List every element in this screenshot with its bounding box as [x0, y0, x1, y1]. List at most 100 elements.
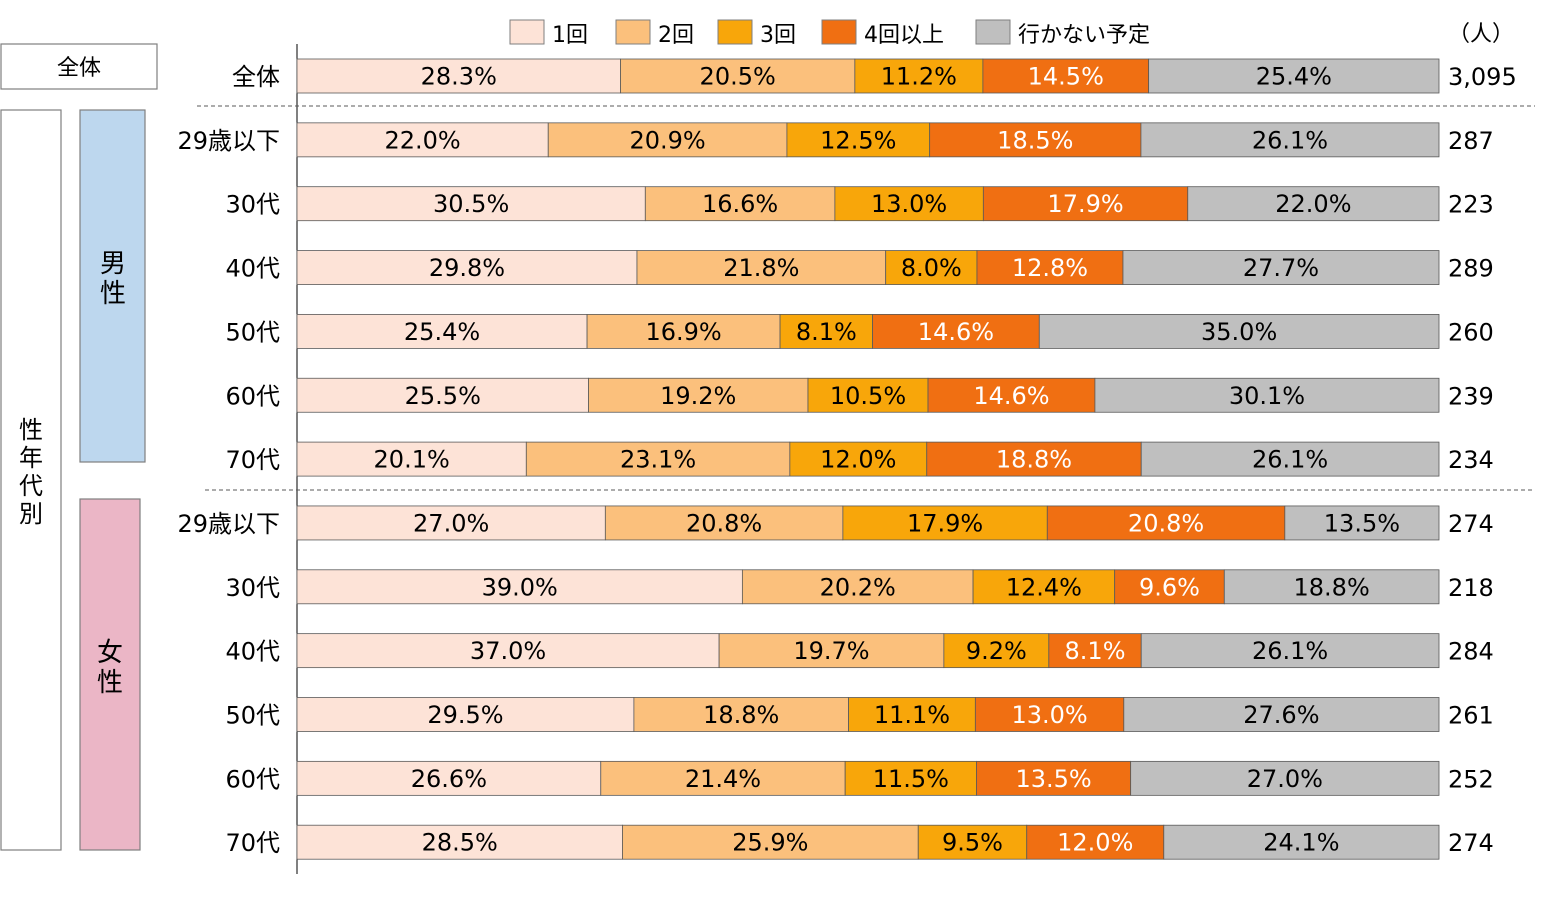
- bar-segment: [779, 313, 873, 349]
- legend-swatch-4: [821, 19, 857, 45]
- bar-segment: [1140, 633, 1440, 669]
- data-label: 23.1%: [620, 446, 696, 474]
- bar-segment: [636, 250, 887, 285]
- data-label: 35.0%: [1201, 318, 1277, 346]
- data-label: 26.1%: [1252, 637, 1328, 665]
- bar-row: 50代 25.4% 16.9% 8.1% 14.6% 35.0% 260: [225, 313, 1494, 349]
- data-label: 9.6%: [1139, 573, 1200, 601]
- bar-segment: [1123, 697, 1440, 732]
- seg-label-char: 代: [19, 472, 43, 500]
- category-label: 40代: [225, 638, 280, 666]
- data-label: 18.8%: [703, 701, 779, 729]
- male-label-char: 性: [100, 279, 126, 309]
- category-label: 全体: [232, 63, 280, 91]
- bar-segment: [1284, 505, 1440, 541]
- bar-segment: [842, 505, 1048, 541]
- data-label: 14.6%: [973, 382, 1049, 410]
- category-label: 50代: [225, 702, 280, 730]
- bar-segment: [296, 441, 527, 477]
- group-box-male: [79, 109, 146, 463]
- male-label-char: 男: [100, 249, 126, 279]
- group-box-female: [79, 498, 141, 851]
- sample-size-label: 223: [1448, 191, 1494, 219]
- seg-label-char: 年: [19, 444, 43, 472]
- bar-segment: [943, 633, 1050, 669]
- bar-segment: [296, 250, 638, 285]
- category-label: 70代: [225, 446, 280, 474]
- legend-label-5: 行かない予定: [1018, 23, 1150, 48]
- data-label: 11.1%: [874, 701, 950, 729]
- bar-segment: [296, 313, 588, 349]
- category-label: 40代: [225, 255, 280, 283]
- data-label: 29.8%: [429, 254, 505, 282]
- data-label: 20.1%: [374, 446, 450, 474]
- bar-segment: [620, 58, 856, 94]
- data-label: 8.1%: [796, 318, 857, 346]
- sample-size-label: 239: [1448, 382, 1494, 410]
- bar-segment: [885, 250, 978, 285]
- category-label: 70代: [225, 829, 280, 857]
- bar-segment: [741, 569, 974, 605]
- data-label: 27.0%: [1247, 765, 1323, 793]
- data-label: 14.6%: [918, 318, 994, 346]
- data-label: 29.5%: [427, 701, 503, 729]
- data-label: 12.4%: [1006, 573, 1082, 601]
- bar-segment: [982, 186, 1189, 222]
- legend-swatch-2: [615, 19, 651, 45]
- bar-segment: [296, 58, 621, 94]
- data-label: 9.2%: [966, 637, 1027, 665]
- data-label: 16.9%: [645, 318, 721, 346]
- category-label: 50代: [225, 318, 280, 346]
- group-box-segment: [0, 109, 62, 851]
- bar-segment: [1140, 122, 1440, 158]
- legend-swatch-3: [717, 19, 753, 45]
- legend-swatch-1: [509, 19, 545, 45]
- data-label: 8.0%: [901, 254, 962, 282]
- data-label: 20.9%: [629, 126, 705, 154]
- data-label: 11.2%: [881, 63, 957, 91]
- bar-segment: [296, 505, 606, 541]
- bar-segment: [1140, 441, 1440, 477]
- data-label: 27.7%: [1243, 254, 1319, 282]
- group-label-segment: 性年代別: [19, 416, 43, 528]
- data-label: 28.5%: [422, 829, 498, 857]
- bar-segment: [1048, 633, 1142, 669]
- bar-segment: [786, 122, 931, 158]
- bar-segment: [807, 377, 929, 413]
- bar-segment: [586, 313, 781, 349]
- sample-size-label: 252: [1448, 765, 1494, 793]
- bar-segment: [718, 633, 945, 669]
- bar-segment: [848, 697, 976, 732]
- bar-segment: [1148, 58, 1440, 94]
- bar-segment: [1163, 824, 1440, 860]
- bar-segment: [844, 760, 977, 796]
- group-label-female: 女性: [97, 638, 123, 698]
- group-box-all: [0, 43, 158, 90]
- bar-segment: [1130, 760, 1440, 796]
- sample-size-label: 284: [1448, 638, 1494, 666]
- bar-segment: [926, 441, 1142, 477]
- sample-size-label: 234: [1448, 446, 1494, 474]
- data-label: 8.1%: [1065, 637, 1126, 665]
- group-label-male: 男性: [100, 249, 126, 309]
- data-label: 22.0%: [384, 126, 460, 154]
- sample-size-label: 287: [1448, 127, 1494, 155]
- data-label: 12.0%: [1057, 829, 1133, 857]
- bar-row: 40代 37.0% 19.7% 9.2% 8.1% 26.1% 284: [225, 633, 1494, 669]
- sample-size-label: 3,095: [1448, 63, 1517, 91]
- bar-segment: [296, 186, 646, 222]
- bar-row: 50代 29.5% 18.8% 11.1% 13.0% 27.6% 261: [225, 697, 1494, 732]
- bar-row: 30代 30.5% 16.6% 13.0% 17.9% 22.0% 223: [225, 186, 1494, 222]
- bar-segment: [296, 569, 743, 605]
- bar-segment: [1187, 186, 1440, 222]
- bar-segment: [296, 697, 635, 732]
- data-label: 20.2%: [820, 573, 896, 601]
- data-label: 11.5%: [873, 765, 949, 793]
- legend-swatch-5: [975, 19, 1011, 45]
- chart-rows: 全体 28.3% 20.5% 11.2% 14.5% 25.4% 3,095 29歳以下 22.…: [177, 58, 1517, 860]
- data-label: 13.5%: [1015, 765, 1091, 793]
- bar-segment: [976, 760, 1132, 796]
- bar-segment: [1094, 377, 1440, 413]
- category-label: 30代: [225, 191, 280, 219]
